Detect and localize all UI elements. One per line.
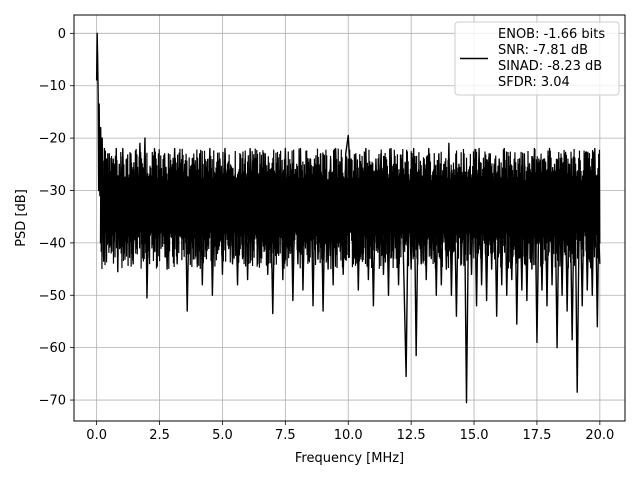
y-tick-label: −50 <box>39 289 66 304</box>
x-tick-label: 20.0 <box>585 428 614 443</box>
psd-noise-texture <box>99 148 601 270</box>
legend-snr: SNR: -7.81 dB <box>498 43 588 58</box>
x-tick-label: 10.0 <box>334 428 363 443</box>
x-axis-label: Frequency [MHz] <box>295 451 404 466</box>
y-tick-label: −20 <box>39 132 66 147</box>
y-tick-label: −40 <box>39 236 66 251</box>
legend-sfdr: SFDR: 3.04 <box>498 75 570 90</box>
x-tick-label: 15.0 <box>460 428 489 443</box>
x-tick-label: 5.0 <box>212 428 233 443</box>
y-tick-label: −60 <box>39 341 66 356</box>
plot-area <box>95 32 601 404</box>
y-tick-label: −10 <box>39 79 66 94</box>
axis-ticks: 0.0 2.5 5.0 7.5 10.0 12.5 15.0 17.5 20.0 0 −10 −20 −… <box>39 27 615 443</box>
x-tick-label: 17.5 <box>522 428 551 443</box>
x-tick-label: 7.5 <box>275 428 296 443</box>
y-axis-label: PSD [dB] <box>14 189 29 247</box>
x-tick-label: 12.5 <box>397 428 426 443</box>
legend-box <box>454 21 620 96</box>
legend: ENOB: -1.66 bits SNR: -7.81 dB SINAD: -8… <box>454 21 620 96</box>
x-tick-label: 2.5 <box>149 428 170 443</box>
axes-frame <box>73 14 626 422</box>
y-tick-label: 0 <box>58 27 66 42</box>
x-tick-label: 0.0 <box>86 428 107 443</box>
legend-enob: ENOB: -1.66 bits <box>498 27 605 42</box>
y-tick-label: −30 <box>39 184 66 199</box>
legend-sinad: SINAD: -8.23 dB <box>498 59 602 74</box>
y-tick-label: −70 <box>39 394 66 409</box>
